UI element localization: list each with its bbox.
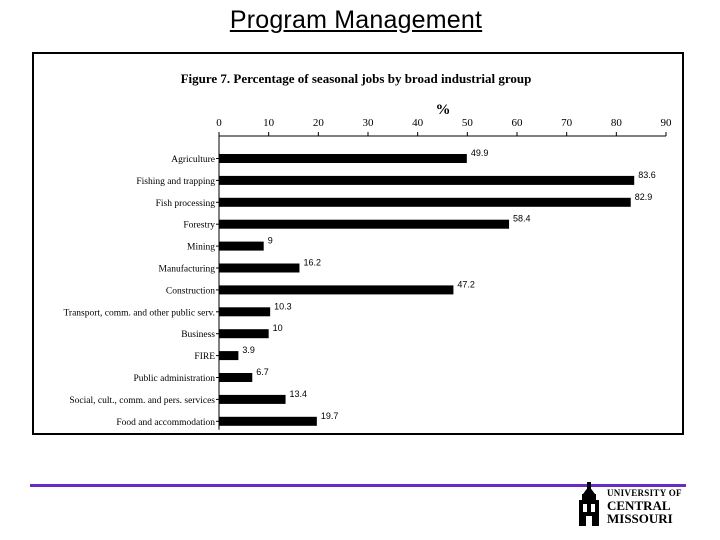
category-label-social-cult-comm-and-pers-services: Social, cult., comm. and pers. services bbox=[69, 396, 215, 406]
logo-line-2: CENTRAL bbox=[607, 498, 671, 513]
bar-business bbox=[219, 329, 269, 339]
logo-line-1: UNIVERSITY OF bbox=[607, 488, 682, 498]
chart-frame: Figure 7. Percentage of seasonal jobs by… bbox=[32, 52, 684, 435]
bar-fish-processing bbox=[219, 197, 631, 207]
value-label-transport-comm-and-other-public-serv: 10.3 bbox=[274, 301, 292, 311]
x-tick-label-30: 30 bbox=[363, 117, 375, 129]
value-label-social-cult-comm-and-pers-services: 13.4 bbox=[290, 389, 308, 399]
value-label-business: 10 bbox=[273, 323, 283, 333]
clock-tower-icon bbox=[579, 482, 599, 526]
category-label-food-and-accommodation: Food and accommodation bbox=[116, 418, 215, 428]
category-label-public-administration: Public administration bbox=[133, 374, 215, 384]
value-label-food-and-accommodation: 19.7 bbox=[321, 411, 339, 421]
bar-mining bbox=[219, 241, 264, 251]
university-logo: UNIVERSITY OF CENTRAL MISSOURI bbox=[574, 480, 686, 528]
slide-title: Program Management bbox=[229, 6, 483, 34]
category-label-agriculture: Agriculture bbox=[171, 155, 215, 165]
category-label-transport-comm-and-other-public-serv: Transport, comm. and other public serv. bbox=[63, 308, 215, 318]
value-label-agriculture: 49.9 bbox=[471, 148, 489, 158]
purple-divider bbox=[30, 484, 686, 487]
category-label-business: Business bbox=[181, 330, 215, 340]
chart-title: Figure 7. Percentage of seasonal jobs by… bbox=[181, 71, 532, 86]
bar-food-and-accommodation bbox=[219, 416, 317, 426]
value-label-mining: 9 bbox=[268, 236, 273, 246]
bar-forestry bbox=[219, 219, 510, 229]
bar-transport-comm-and-other-public-serv bbox=[219, 307, 271, 317]
value-label-fish-processing: 82.9 bbox=[635, 192, 653, 202]
bar-social-cult-comm-and-pers-services bbox=[219, 394, 286, 404]
x-tick-label-60: 60 bbox=[512, 117, 524, 129]
value-label-fire: 3.9 bbox=[242, 345, 255, 355]
x-tick-label-70: 70 bbox=[561, 117, 573, 129]
bar-agriculture bbox=[219, 154, 467, 163]
category-label-forestry: Forestry bbox=[183, 221, 215, 231]
x-tick-label-50: 50 bbox=[462, 117, 474, 129]
bar-public-administration bbox=[219, 373, 253, 382]
category-label-fish-processing: Fish processing bbox=[156, 199, 216, 209]
x-tick-label-20: 20 bbox=[313, 117, 325, 129]
x-axis-label: % bbox=[436, 102, 451, 118]
x-tick-label-40: 40 bbox=[412, 117, 424, 129]
bar-manufacturing bbox=[219, 263, 300, 273]
bar-chart: Figure 7. Percentage of seasonal jobs by… bbox=[63, 71, 673, 430]
category-label-construction: Construction bbox=[166, 286, 215, 296]
x-tick-label-10: 10 bbox=[263, 117, 275, 129]
bar-construction bbox=[219, 285, 454, 295]
category-label-mining: Mining bbox=[187, 243, 215, 253]
x-tick-label-0: 0 bbox=[216, 117, 222, 129]
bar-fire bbox=[219, 351, 239, 361]
value-label-construction: 47.2 bbox=[457, 279, 475, 289]
bar-fishing-and-trapping bbox=[219, 175, 635, 185]
value-label-forestry: 58.4 bbox=[513, 214, 531, 224]
value-label-manufacturing: 16.2 bbox=[303, 258, 321, 268]
logo-line-3: MISSOURI bbox=[607, 511, 673, 526]
logo-wordmark: UNIVERSITY OF CENTRAL MISSOURI bbox=[607, 488, 682, 526]
x-tick-label-90: 90 bbox=[661, 117, 673, 129]
x-tick-label-80: 80 bbox=[611, 117, 623, 129]
category-label-manufacturing: Manufacturing bbox=[159, 264, 216, 275]
category-label-fire: FIRE bbox=[194, 352, 215, 362]
value-label-fishing-and-trapping: 83.6 bbox=[638, 170, 656, 180]
value-label-public-administration: 6.7 bbox=[256, 367, 269, 377]
category-label-fishing-and-trapping: Fishing and trapping bbox=[136, 177, 215, 187]
